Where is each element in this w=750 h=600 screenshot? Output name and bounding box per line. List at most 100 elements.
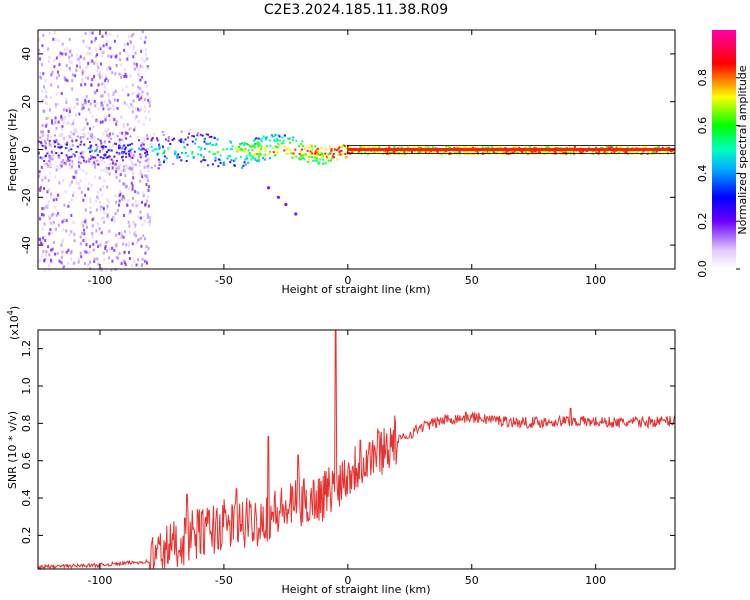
heatmap-cell	[229, 161, 232, 164]
heatmap-cell	[103, 154, 106, 157]
heatmap-cell	[114, 212, 117, 216]
heatmap-cell	[320, 146, 323, 149]
heatmap-zero-line	[347, 148, 675, 151]
heatmap-cell	[39, 71, 42, 75]
heatmap-cell	[95, 54, 97, 58]
heatmap-cell	[284, 202, 288, 207]
heatmap-cell	[127, 220, 130, 224]
heatmap-cell	[149, 97, 151, 101]
heatmap-cell	[322, 162, 325, 165]
y-tick-label: 0.4	[20, 489, 33, 507]
heatmap-cell	[225, 148, 228, 151]
heatmap-cell	[100, 101, 103, 105]
heatmap-cell	[123, 101, 126, 105]
heatmap-cell	[330, 148, 333, 150]
heatmap-cell	[162, 133, 165, 136]
heatmap-cell	[54, 141, 56, 144]
heatmap-cell	[56, 165, 59, 168]
heatmap-cell	[61, 127, 64, 131]
heatmap-cell	[94, 165, 96, 169]
heatmap-cell	[611, 146, 614, 148]
heatmap-cell	[131, 156, 134, 159]
heatmap-cell	[113, 217, 116, 221]
heatmap-cell	[50, 150, 53, 154]
heatmap-cell	[81, 68, 84, 72]
heatmap-cell	[139, 153, 142, 156]
heatmap-cell	[67, 204, 70, 208]
heatmap-cell	[135, 115, 138, 119]
heatmap-cell	[145, 199, 148, 203]
heatmap-cell	[401, 150, 404, 153]
heatmap-cell	[192, 156, 195, 159]
heatmap-cell	[85, 66, 88, 70]
heatmap-cell	[133, 232, 136, 236]
heatmap-cell	[144, 152, 147, 154]
heatmap-cell	[106, 198, 109, 202]
heatmap-cell	[631, 153, 634, 156]
heatmap-cell	[54, 116, 57, 120]
heatmap-cell	[283, 134, 286, 137]
heatmap-cell	[68, 144, 71, 148]
heatmap-cell	[278, 144, 281, 147]
heatmap-cell	[41, 63, 43, 67]
heatmap-cell	[93, 260, 96, 263]
heatmap-cell	[146, 158, 149, 161]
heatmap-cell	[300, 143, 303, 145]
heatmap-cell	[45, 142, 48, 145]
heatmap-cell	[135, 62, 138, 66]
heatmap-cell	[106, 40, 109, 43]
heatmap-cell	[147, 162, 150, 165]
heatmap-cell	[79, 137, 82, 140]
heatmap-cell	[288, 137, 291, 140]
heatmap-cell	[71, 165, 74, 168]
heatmap-cell	[559, 151, 562, 154]
heatmap-cell	[139, 156, 142, 159]
heatmap-cell	[103, 160, 106, 163]
heatmap-cell	[271, 135, 274, 138]
heatmap-cell	[49, 143, 52, 147]
heatmap-cell	[269, 150, 272, 153]
x-tick-label: 100	[585, 274, 606, 287]
heatmap-cell	[58, 213, 61, 217]
heatmap-cell	[47, 165, 49, 168]
heatmap-cell	[89, 147, 92, 151]
heatmap-cell	[275, 151, 278, 154]
heatmap-cell	[210, 135, 213, 138]
heatmap-cell	[615, 146, 618, 149]
heatmap-cell	[91, 183, 93, 187]
heatmap-cell	[158, 148, 161, 151]
heatmap-cell	[98, 70, 101, 74]
heatmap-cell	[101, 54, 104, 58]
heatmap-cell	[101, 34, 104, 38]
heatmap-cell	[158, 143, 160, 146]
heatmap-cell	[68, 159, 71, 162]
heatmap-cell	[91, 31, 94, 35]
heatmap-cell	[103, 90, 106, 94]
heatmap-cell	[133, 128, 136, 132]
heatmap-cell	[458, 150, 461, 153]
heatmap-cell	[105, 241, 108, 244]
heatmap-cell	[216, 138, 219, 141]
heatmap-cell	[144, 116, 147, 119]
heatmap-cell	[373, 150, 376, 153]
heatmap-cell	[612, 151, 615, 154]
heatmap-cell	[53, 154, 56, 158]
heatmap-cell	[138, 74, 141, 78]
heatmap-cell	[319, 158, 322, 161]
heatmap-cell	[83, 71, 86, 75]
heatmap-cell	[94, 175, 97, 179]
heatmap-cell	[104, 140, 106, 143]
heatmap-cell	[59, 51, 62, 55]
heatmap-cell	[184, 146, 186, 149]
heatmap-cell	[109, 247, 112, 251]
heatmap-cell	[242, 164, 245, 167]
heatmap-cell	[137, 120, 140, 123]
heatmap-cell	[57, 154, 60, 157]
heatmap-cell	[100, 62, 102, 66]
heatmap-cell	[138, 238, 141, 242]
heatmap-cell	[540, 146, 543, 149]
heatmap-cell	[126, 57, 129, 61]
heatmap-cell	[73, 128, 76, 131]
heatmap-cell	[145, 261, 148, 265]
heatmap-cell	[258, 155, 260, 158]
